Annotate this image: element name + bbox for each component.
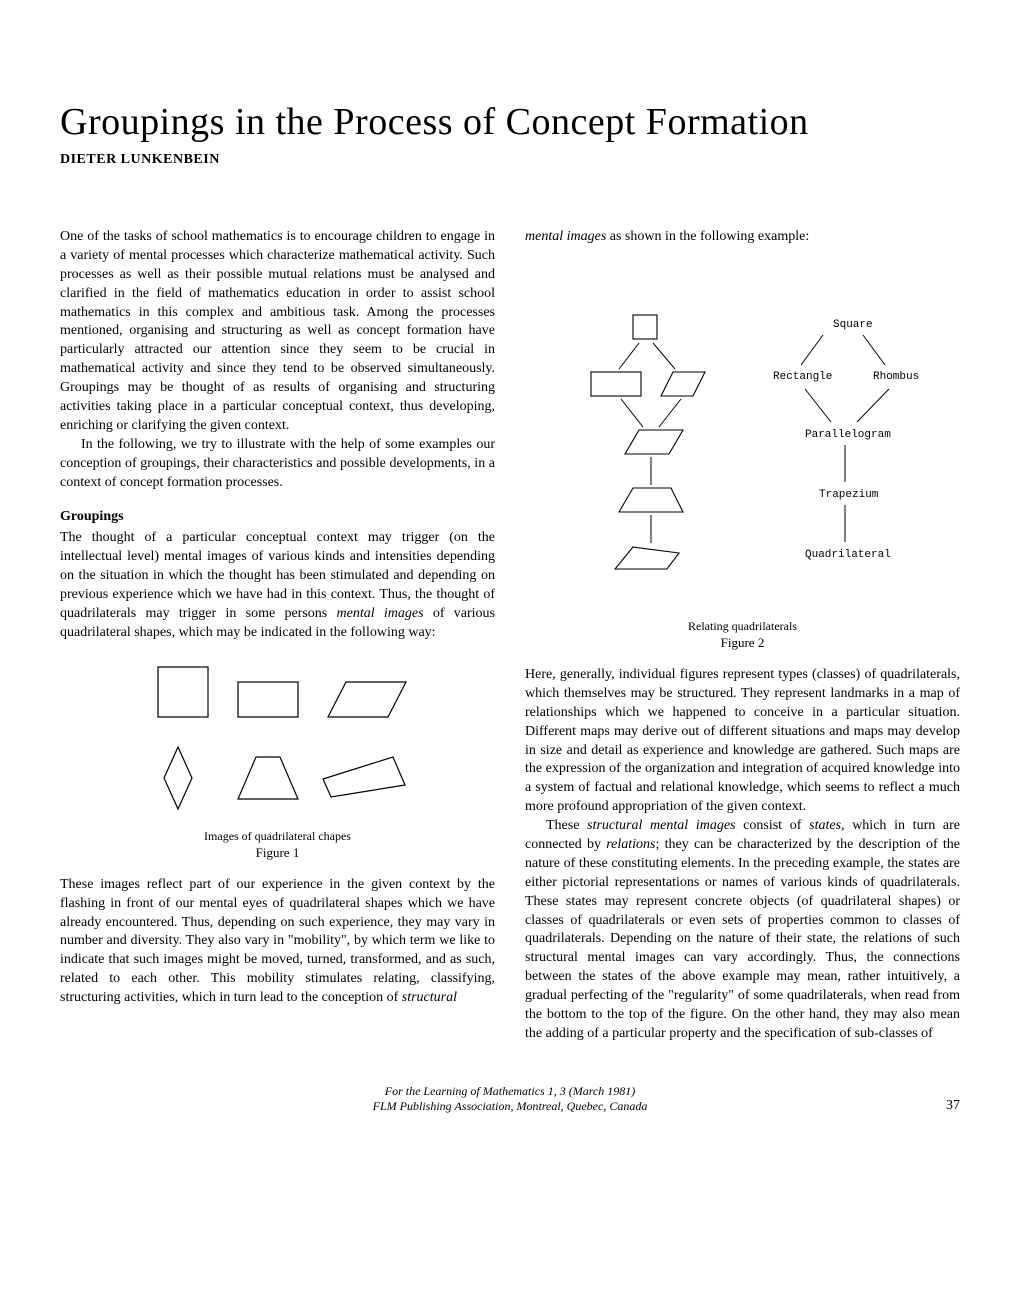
shape-rectangle-icon	[238, 682, 298, 717]
edge	[619, 343, 639, 369]
edge	[863, 335, 885, 365]
shape-rhombus-icon	[164, 747, 192, 809]
figure-1-svg	[128, 657, 428, 817]
text-emphasis: relations	[606, 837, 655, 852]
paragraph: These structural mental images consist o…	[525, 817, 960, 1044]
page-number: 37	[920, 1098, 960, 1114]
text-emphasis: structural mental images	[587, 818, 735, 833]
shape-trapezium-icon	[238, 757, 298, 799]
shape-square-icon	[158, 667, 208, 717]
citation-line2: FLM Publishing Association, Montreal, Qu…	[373, 1099, 648, 1113]
paragraph: The thought of a particular conceptual c…	[60, 529, 495, 642]
label-parallelogram: Parallelogram	[805, 429, 891, 441]
text-emphasis: mental images	[337, 606, 424, 621]
paragraph: One of the tasks of school mathematics i…	[60, 228, 495, 436]
left-column: One of the tasks of school mathematics i…	[60, 228, 495, 1044]
label-square: Square	[833, 319, 873, 331]
edge	[805, 389, 831, 422]
text-emphasis: structural	[402, 990, 457, 1005]
figure-2-caption: Relating quadrilaterals Figure 2	[525, 617, 960, 652]
node-parallelogram-icon	[625, 430, 683, 454]
citation-line1: For the Learning of Mathematics 1, 3 (Ma…	[385, 1084, 636, 1098]
label-quadrilateral: Quadrilateral	[805, 549, 891, 561]
edge	[801, 335, 823, 365]
label-trapezium: Trapezium	[819, 489, 879, 501]
figure-number: Figure 2	[721, 635, 765, 650]
figure-caption-text: Images of quadrilateral chapes	[204, 829, 351, 843]
text-run: as shown in the following example:	[606, 229, 809, 244]
figure-2-svg: Square Rectangle Rhombus Parallelogram T…	[533, 297, 953, 587]
text-run: These images reflect part of our experie…	[60, 877, 495, 1005]
text-emphasis: states	[809, 818, 841, 833]
text-run: These	[546, 818, 587, 833]
node-square-icon	[633, 315, 657, 339]
shape-quadrilateral-icon	[323, 757, 405, 797]
paragraph: Here, generally, individual figures repr…	[525, 666, 960, 817]
figure-caption-text: Relating quadrilaterals	[688, 619, 797, 633]
edge	[857, 389, 889, 422]
text-run: ; they can be characterized by the descr…	[525, 837, 960, 1041]
figure-2: Square Rectangle Rhombus Parallelogram T…	[525, 297, 960, 587]
page-footer: For the Learning of Mathematics 1, 3 (Ma…	[60, 1084, 960, 1114]
article-title: Groupings in the Process of Concept Form…	[60, 100, 960, 144]
node-rhombus-icon	[661, 372, 705, 396]
citation: For the Learning of Mathematics 1, 3 (Ma…	[100, 1084, 920, 1114]
node-trapezium-icon	[619, 488, 683, 512]
label-rectangle: Rectangle	[773, 371, 832, 383]
node-quadrilateral-icon	[615, 547, 679, 569]
paragraph: In the following, we try to illustrate w…	[60, 436, 495, 493]
author-name: DIETER LUNKENBEIN	[60, 152, 960, 168]
edge	[659, 399, 681, 427]
paragraph: mental images as shown in the following …	[525, 228, 960, 247]
edge	[653, 343, 675, 369]
node-rectangle-icon	[591, 372, 641, 396]
text-run: consist of	[736, 818, 810, 833]
figure-1-caption: Images of quadrilateral chapes Figure 1	[60, 827, 495, 862]
text-emphasis: mental images	[525, 229, 606, 244]
paragraph: These images reflect part of our experie…	[60, 876, 495, 1008]
shape-parallelogram-icon	[328, 682, 406, 717]
figure-1	[60, 657, 495, 817]
right-column: mental images as shown in the following …	[525, 228, 960, 1044]
figure-number: Figure 1	[256, 845, 300, 860]
edge	[621, 399, 643, 427]
section-heading-groupings: Groupings	[60, 508, 495, 527]
label-rhombus: Rhombus	[873, 371, 919, 383]
